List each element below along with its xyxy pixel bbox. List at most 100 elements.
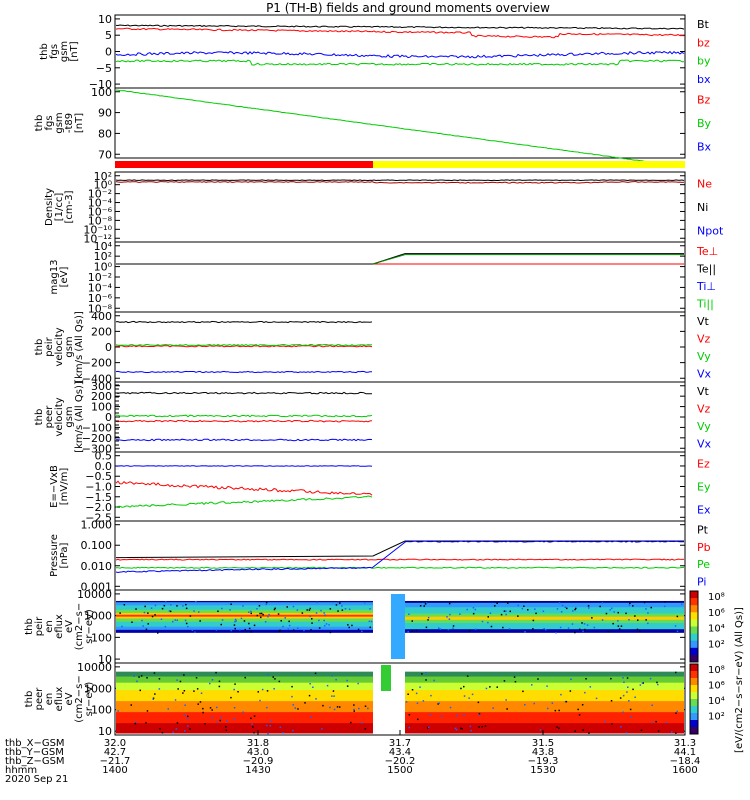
y-tick-label: 5 — [105, 29, 112, 42]
speckle — [628, 619, 630, 621]
colorbar-swatch — [690, 678, 698, 686]
speckle — [517, 604, 519, 607]
speckle — [335, 678, 337, 681]
speckle — [143, 611, 146, 614]
speckle — [323, 619, 325, 622]
speckle — [554, 709, 557, 712]
speckle — [471, 693, 474, 696]
x-axis-value: 1400 — [102, 765, 127, 776]
speckle — [346, 685, 349, 687]
speckle — [199, 620, 201, 622]
speckle — [184, 730, 186, 732]
speckle — [439, 628, 442, 630]
y-tick-label: 0 — [105, 411, 112, 424]
speckle — [341, 609, 344, 611]
speckle — [140, 675, 143, 677]
speckle — [466, 675, 469, 677]
y-tick-label: 70 — [98, 148, 112, 161]
speckle — [274, 678, 276, 680]
speckle — [468, 629, 471, 632]
x-axis-value: 31.5 — [532, 738, 554, 749]
speckle — [680, 603, 683, 606]
speckle — [264, 621, 267, 623]
panel-peir-spec: 10000 1000 100 10 thb peir en eflux eV (cm2−s− sr−… — [24, 588, 725, 666]
panel-fgs: 10 5 0 −5 −10 thb fgs gsm [nT] Bt bz by bx — [39, 13, 711, 91]
y-tick-label: 10 — [98, 13, 112, 26]
colorbar-swatch — [690, 664, 698, 672]
y-axis-label: Density — [44, 188, 55, 226]
x-axis-value: 43.8 — [532, 747, 554, 758]
speckle — [233, 718, 235, 720]
speckle — [119, 612, 121, 614]
speckle — [622, 677, 624, 679]
speckle — [141, 619, 143, 622]
colorbar-swatch — [690, 671, 698, 679]
line-Bt — [115, 24, 685, 30]
speckle — [324, 625, 326, 627]
speckle — [601, 602, 604, 604]
legend-Bz: Bz — [697, 94, 711, 107]
speckle — [656, 681, 658, 684]
speckle — [676, 615, 679, 618]
speckle — [288, 624, 291, 627]
speckle — [509, 610, 511, 613]
speckle — [211, 709, 213, 711]
speckle — [575, 607, 577, 610]
spectrogram-band — [116, 612, 373, 616]
y-tick-label: −1.5 — [85, 491, 112, 504]
speckle — [647, 612, 649, 614]
speckle — [237, 691, 239, 693]
speckle — [261, 688, 264, 691]
y-tick-label: 0.0 — [95, 460, 113, 473]
spectrogram-band — [405, 712, 684, 724]
speckle — [145, 722, 147, 724]
y-axis-label: [km/s (All Qs)] — [74, 381, 85, 453]
speckle — [523, 605, 525, 607]
colorbar-tick-label: 10² — [708, 639, 725, 650]
speckle — [466, 608, 468, 611]
speckle — [144, 605, 146, 608]
speckle — [211, 716, 213, 719]
speckle — [182, 692, 184, 694]
speckle — [176, 605, 178, 607]
y-tick-label: −300 — [82, 442, 112, 455]
speckle — [463, 695, 466, 697]
y-tick-label: 100 — [91, 704, 112, 717]
y-axis-label: fgs — [44, 115, 55, 130]
speckle — [369, 626, 371, 629]
speckle — [619, 697, 622, 699]
speckle — [267, 732, 269, 735]
speckle — [577, 708, 579, 711]
speckle — [282, 732, 284, 734]
colorbar-tick-label: 10² — [708, 712, 725, 723]
speckle — [312, 686, 314, 688]
colorbar: 10⁸ 10⁶ 10⁴ 10² — [689, 663, 725, 735]
mode-bar-slow — [115, 161, 373, 168]
speckle — [248, 622, 250, 625]
y-tick-label: 10⁻² — [88, 188, 112, 201]
legend-Vy: Vy — [697, 420, 711, 433]
speckle — [424, 603, 427, 605]
speckle — [361, 722, 363, 724]
speckle — [415, 692, 418, 695]
plot-area — [115, 320, 373, 374]
y-axis-label: peer — [44, 405, 55, 429]
speckle — [547, 707, 549, 710]
y-axis-label: [nT] — [74, 113, 85, 133]
y-tick-label: 10⁻⁸ — [88, 214, 113, 227]
line-Ni — [115, 179, 685, 182]
speckle — [481, 726, 483, 728]
spectrogram-band — [116, 616, 373, 620]
speckle — [152, 697, 155, 699]
legend-Bt: Bt — [697, 18, 710, 31]
speckle — [296, 609, 299, 611]
speckle — [318, 627, 321, 629]
colorbar-tick-label: 10⁶ — [708, 608, 725, 619]
speckle — [537, 678, 539, 680]
speckle — [361, 630, 363, 633]
legend-Ni: Ni — [697, 201, 708, 214]
speckle — [240, 617, 243, 620]
legend-Bx: Bx — [697, 140, 712, 153]
speckle — [571, 623, 574, 625]
x-axis-row-label: hhmm — [5, 765, 37, 776]
